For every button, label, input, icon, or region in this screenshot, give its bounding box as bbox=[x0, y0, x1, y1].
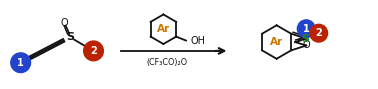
Text: 1: 1 bbox=[17, 58, 24, 68]
Circle shape bbox=[297, 20, 315, 38]
Text: OH: OH bbox=[191, 36, 206, 46]
Text: 2: 2 bbox=[315, 28, 322, 38]
Circle shape bbox=[310, 24, 328, 42]
Text: S: S bbox=[66, 32, 74, 42]
Text: Ar: Ar bbox=[157, 24, 170, 34]
Circle shape bbox=[84, 41, 103, 61]
Circle shape bbox=[11, 53, 31, 73]
Text: Ar: Ar bbox=[270, 37, 283, 47]
Text: O: O bbox=[302, 40, 310, 50]
Text: (CF₃CO)₂O: (CF₃CO)₂O bbox=[147, 58, 188, 67]
Text: 2: 2 bbox=[90, 46, 97, 56]
Text: S: S bbox=[301, 34, 309, 44]
Text: O: O bbox=[60, 18, 68, 28]
Text: 1: 1 bbox=[303, 24, 310, 34]
